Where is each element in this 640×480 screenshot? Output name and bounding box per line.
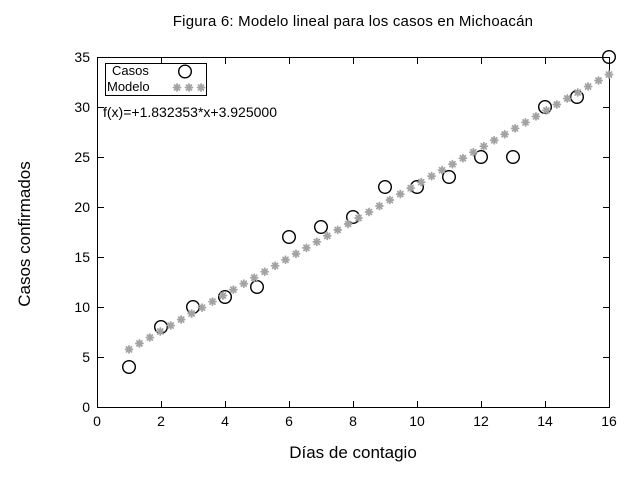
legend-label-casos: Casos — [112, 63, 149, 78]
modelo-point — [124, 345, 134, 354]
modelo-point — [594, 76, 603, 85]
modelo-point — [301, 243, 311, 253]
modelo-point — [531, 111, 541, 121]
casos-point — [506, 149, 521, 164]
y-tick-label: 25 — [74, 149, 90, 165]
x-tick-label: 16 — [601, 413, 617, 429]
y-tick-label: 5 — [82, 349, 90, 365]
casos-point — [538, 99, 553, 114]
y-tick-label: 30 — [74, 99, 90, 115]
modelo-point — [291, 249, 301, 259]
modelo-point — [228, 285, 238, 295]
casos-point — [378, 179, 393, 194]
casos-point — [217, 290, 232, 305]
x-tick-label: 0 — [93, 413, 101, 429]
y-tick-label: 20 — [74, 199, 90, 215]
legend-marker-asterisk-icon — [196, 83, 206, 92]
modelo-point — [333, 225, 343, 235]
modelo-point — [416, 177, 426, 187]
legend-marker-asterisk-icon — [184, 83, 194, 92]
modelo-point — [249, 273, 259, 283]
x-axis-label: Días de contagio — [289, 443, 417, 462]
modelo-point — [437, 165, 447, 175]
modelo-point — [541, 106, 551, 115]
modelo-point — [343, 219, 353, 229]
x-tick-label: 6 — [285, 413, 293, 429]
modelo-point — [312, 237, 322, 247]
modelo-point — [385, 195, 395, 205]
modelo-point — [562, 94, 572, 103]
modelo-point — [573, 88, 583, 97]
modelo-point — [145, 333, 155, 342]
modelo-point — [521, 117, 530, 127]
casos-point — [314, 219, 329, 234]
modelo-point — [552, 100, 562, 109]
modelo-point — [448, 159, 457, 169]
x-tick-label: 10 — [409, 413, 425, 429]
modelo-point — [135, 339, 144, 348]
casos-point — [442, 169, 457, 184]
modelo-point — [500, 129, 510, 139]
x-tick-label: 4 — [221, 413, 229, 429]
modelo-point — [176, 315, 186, 324]
casos-point — [121, 360, 136, 375]
x-tick-label: 2 — [157, 413, 165, 429]
modelo-point — [239, 279, 249, 289]
modelo-point — [458, 153, 468, 163]
modelo-point — [218, 291, 228, 301]
modelo-point — [187, 309, 197, 318]
modelo-point — [322, 231, 332, 241]
chart-title: Figura 6: Modelo lineal para los casos e… — [172, 13, 534, 30]
modelo-point — [197, 303, 207, 313]
modelo-point — [479, 141, 489, 151]
modelo-point — [270, 261, 280, 271]
modelo-point — [155, 327, 165, 336]
legend-label-modelo: Modelo — [107, 79, 150, 94]
legend-marker-asterisk-icon — [172, 83, 182, 92]
plot-border — [97, 57, 610, 408]
modelo-point — [406, 183, 416, 193]
y-tick-label: 0 — [82, 399, 90, 415]
modelo-point — [281, 255, 290, 265]
modelo-point — [364, 207, 374, 217]
modelo-point — [468, 147, 478, 157]
x-tick-label: 14 — [537, 413, 553, 429]
modelo-point — [489, 135, 499, 145]
model-equation-annotation: f(x)=+1.832353*x+3.925000 — [103, 104, 277, 120]
y-tick-label: 15 — [74, 249, 90, 265]
modelo-point — [208, 297, 217, 307]
legend-marker-circle-icon — [177, 64, 192, 79]
x-tick-label: 8 — [349, 413, 357, 429]
modelo-point — [583, 82, 593, 91]
modelo-point — [395, 189, 405, 199]
modelo-point — [604, 70, 614, 79]
modelo-point — [375, 201, 384, 211]
modelo-point — [427, 171, 437, 181]
y-tick-label: 35 — [74, 49, 90, 65]
casos-point — [282, 229, 297, 244]
y-tick-label: 10 — [74, 299, 90, 315]
x-tick-label: 12 — [473, 413, 489, 429]
casos-point — [249, 280, 264, 295]
modelo-point — [260, 267, 270, 277]
casos-point — [602, 50, 617, 65]
modelo-point — [354, 213, 363, 223]
modelo-point — [510, 123, 520, 133]
modelo-point — [166, 321, 176, 330]
casos-point — [474, 149, 489, 164]
